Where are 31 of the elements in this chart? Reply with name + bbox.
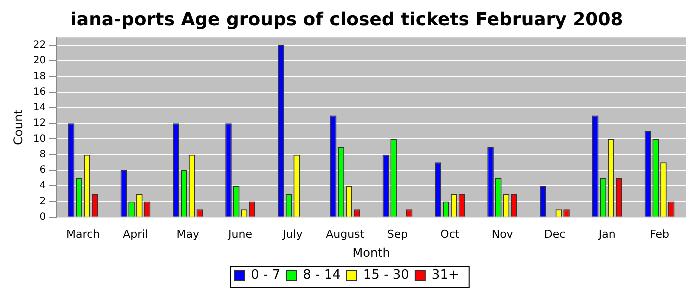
legend-label: 8 - 14	[303, 268, 341, 283]
x-tick-label: Oct	[440, 228, 460, 241]
x-tick-label: Dec	[544, 228, 566, 241]
x-tick-label: May	[176, 228, 200, 241]
x-tick-label: July	[282, 228, 304, 241]
x-tick-label: Feb	[650, 228, 670, 241]
x-tick-label: March	[66, 228, 100, 241]
chart-title: iana-ports Age groups of closed tickets February 2008	[70, 9, 624, 30]
y-tick-label: 16	[33, 86, 46, 98]
y-tick-label: 18	[33, 71, 46, 82]
y-tick-label: 10	[33, 134, 46, 145]
x-axis-title: Month	[352, 246, 390, 260]
x-tick-label: August	[326, 228, 366, 241]
legend-label: 0 - 7	[251, 268, 281, 283]
x-tick-label: April	[123, 228, 148, 241]
y-tick-label: 12	[33, 118, 46, 130]
y-tick-label: 14	[33, 102, 46, 114]
y-tick-label: 6	[40, 165, 46, 176]
y-tick-label: 20	[33, 56, 46, 67]
x-tick-label: Sep	[387, 228, 408, 241]
y-tick-label: 8	[40, 149, 46, 160]
legend-label: 15 - 30	[363, 268, 410, 283]
y-tick-label: 22	[33, 40, 46, 52]
y-axis-title: Count	[11, 109, 26, 146]
y-tick-label: 2	[40, 196, 46, 208]
y-tick-label: 4	[40, 180, 46, 192]
x-tick-label: June	[228, 228, 253, 241]
y-tick-label: 0	[40, 212, 46, 223]
x-tick-label: Nov	[492, 228, 514, 241]
x-tick-label: Jan	[598, 228, 616, 241]
legend-label: 31+	[432, 268, 460, 283]
